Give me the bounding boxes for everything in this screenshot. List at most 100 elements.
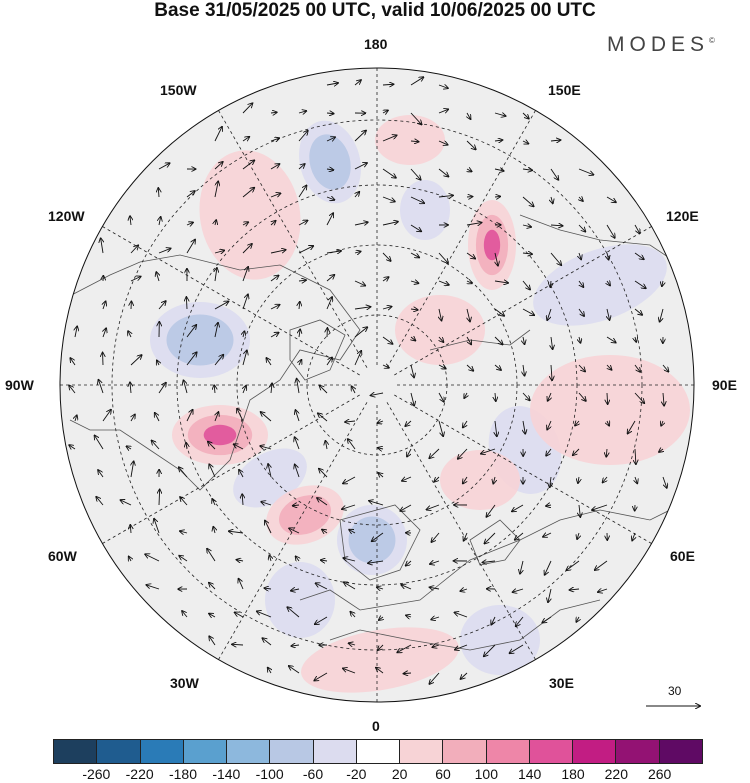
wind-arrow — [383, 110, 388, 113]
wind-arrow — [214, 162, 223, 170]
wind-arrow — [550, 252, 561, 265]
wind-arrow — [431, 532, 440, 542]
wind-arrow — [467, 281, 472, 283]
wind-arrow — [634, 364, 640, 372]
wind-arrow — [635, 337, 636, 342]
wind-arrow — [579, 504, 580, 517]
wind-arrow — [632, 532, 635, 540]
wind-arrow — [297, 379, 299, 394]
wind-arrow — [326, 297, 332, 310]
meridian-line — [394, 394, 652, 544]
wind-arrow — [182, 611, 188, 618]
wind-arrow — [522, 308, 534, 315]
wind-arrow — [287, 607, 300, 618]
wind-arrow — [354, 222, 368, 225]
wind-arrow — [352, 386, 355, 394]
wind-arrow — [522, 141, 528, 144]
wind-arrow — [214, 181, 218, 198]
wind-arrow — [186, 297, 187, 310]
lon-label-90e: 90E — [712, 377, 737, 393]
wind-arrow — [265, 521, 272, 534]
wind-arrow — [242, 160, 254, 170]
wind-arrow — [377, 587, 384, 589]
wind-arrow — [157, 360, 159, 365]
wind-arrow — [460, 672, 468, 679]
colorbar-tick-label: -60 — [302, 766, 324, 782]
wind-arrow — [261, 502, 272, 505]
wind-arrow — [495, 252, 498, 266]
wind-arrow — [377, 421, 384, 423]
wind-arrow — [634, 280, 646, 288]
wind-arrow — [659, 449, 663, 452]
wind-arrow — [130, 525, 131, 534]
wind-arrow — [326, 83, 338, 85]
wind-arrow — [547, 308, 552, 320]
negative-anomaly — [533, 244, 667, 326]
colorbar-swatch — [97, 740, 141, 763]
wind-arrow — [322, 530, 327, 533]
wind-arrow — [243, 331, 244, 338]
wind-arrow — [158, 301, 166, 310]
chart-title: Base 31/05/2025 00 UTC, valid 10/06/2025… — [154, 0, 596, 21]
wind-arrow — [466, 364, 473, 371]
wind-arrow — [368, 561, 384, 563]
wind-arrow — [523, 364, 525, 376]
wind-arrow — [522, 253, 532, 254]
wind-arrow — [215, 412, 218, 422]
wind-arrow — [579, 197, 583, 201]
wind-arrow — [214, 250, 224, 253]
wind-arrow — [495, 392, 496, 401]
wind-arrow — [607, 365, 612, 370]
wind-arrow — [145, 554, 160, 562]
positive-anomaly — [530, 355, 690, 465]
wind-arrow — [550, 168, 558, 180]
wind-arrow — [260, 446, 272, 449]
wind-arrow — [298, 131, 308, 142]
wind-arrow — [298, 111, 306, 113]
wind-arrow — [427, 504, 440, 510]
wind-arrow — [98, 380, 104, 394]
wind-arrow — [354, 163, 367, 170]
wind-arrow — [463, 420, 467, 427]
wind-arrow — [467, 112, 471, 119]
wind-arrow — [406, 561, 412, 566]
wind-arrow — [410, 112, 422, 125]
positive-anomaly — [375, 115, 445, 165]
wind-arrow — [186, 240, 195, 254]
wind-arrow — [607, 308, 610, 320]
wind-arrow — [270, 193, 280, 197]
wind-arrow — [130, 382, 131, 394]
wind-arrow — [321, 560, 328, 561]
wind-arrow — [213, 527, 215, 534]
lon-label-180: 180 — [364, 36, 388, 52]
wind-arrow — [298, 221, 307, 226]
coastlines — [61, 214, 691, 651]
colorbar-swatch — [443, 740, 487, 763]
wind-arrow — [550, 280, 551, 287]
colorbar-swatch — [54, 740, 98, 763]
wind-arrow — [350, 612, 355, 618]
wind-arrow — [510, 644, 524, 653]
wind-arrow — [578, 364, 585, 371]
wind-arrow — [354, 351, 361, 366]
wind-arrow — [607, 421, 609, 426]
wind-arrow — [354, 327, 367, 338]
wind-arrow — [592, 504, 608, 510]
wind-arrow — [522, 392, 530, 400]
wind-arrow — [379, 617, 383, 620]
wind-arrow — [573, 448, 580, 455]
wind-arrow — [411, 392, 414, 406]
wind-arrow — [494, 336, 503, 344]
negative-anomaly — [166, 314, 234, 366]
wind-arrow — [343, 668, 356, 674]
wind-arrow — [378, 448, 384, 449]
map-boundary — [59, 67, 695, 703]
wind-arrow — [522, 196, 534, 206]
wind-arrow — [242, 188, 254, 198]
colorbar-swatch — [227, 740, 271, 763]
wind-arrow — [270, 250, 286, 254]
wind-arrow — [299, 329, 300, 338]
wind-arrow — [186, 325, 196, 338]
wind-arrow — [299, 360, 301, 366]
wind-arrow — [484, 532, 496, 544]
